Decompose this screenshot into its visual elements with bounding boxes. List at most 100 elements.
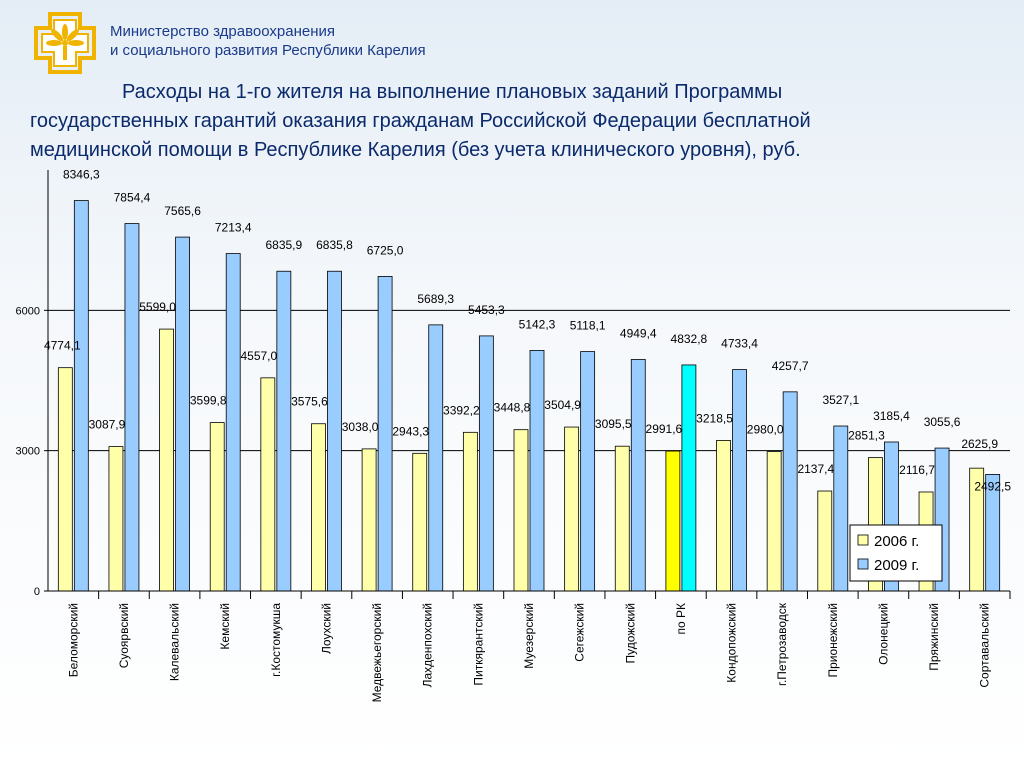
data-label-2009: 8346,3 — [63, 170, 100, 182]
data-label-2009: 4949,4 — [620, 326, 657, 340]
data-label-2009: 6835,8 — [316, 238, 353, 252]
bar-2009 — [782, 391, 798, 592]
title-line-3: медицинской помощи в Республике Карелия … — [30, 139, 801, 161]
category-label: г.Костомукша — [269, 603, 283, 677]
bar-2006 — [361, 448, 377, 592]
data-label-2009: 2492,5 — [974, 479, 1011, 493]
data-label-2006: 2625,9 — [961, 437, 998, 451]
category-label: по РК — [674, 603, 688, 635]
data-label-2009: 6835,9 — [265, 238, 302, 252]
ministry-name: Министерство здравоохранения и социально… — [110, 22, 426, 60]
y-tick-label: 3000 — [16, 446, 40, 458]
category-label: Олонецкий — [876, 603, 890, 665]
data-label-2006: 3575,6 — [291, 395, 328, 409]
category-label: Пряжинский — [927, 603, 941, 671]
category-label: Медвежьегорский — [370, 603, 384, 702]
data-label-2009: 5689,3 — [417, 292, 454, 306]
data-label-2009: 4733,4 — [721, 337, 758, 351]
category-label: Кемский — [218, 603, 232, 650]
category-label: Беломорский — [66, 603, 80, 677]
bar-chart: 4774,1 8346,3 3087,9 7854,4 5599,0 7565,6 3599… — [16, 170, 1011, 702]
bar-2009 — [833, 425, 849, 592]
category-label: Лоухский — [319, 603, 333, 654]
category-label: Прионежский — [826, 603, 840, 678]
bars — [57, 200, 1001, 592]
category-label: г.Петрозаводск — [775, 602, 789, 686]
bar-2009 — [73, 200, 89, 592]
bar-2009 — [478, 335, 494, 592]
bar-2006 — [766, 451, 782, 592]
data-label-2006: 3095,5 — [595, 417, 632, 431]
data-label-2006: 2980,0 — [747, 423, 784, 437]
header: Министерство здравоохранения и социально… — [0, 0, 1024, 80]
data-label-2006: 4557,0 — [240, 349, 277, 363]
data-label-2009: 7854,4 — [114, 191, 151, 205]
data-label-2009: 3055,6 — [924, 415, 961, 429]
data-label-2009: 6725,0 — [367, 243, 404, 257]
data-label-2006: 3218,5 — [696, 411, 733, 425]
data-label-2006: 3599,8 — [190, 394, 227, 408]
data-label-2006: 2116,7 — [899, 463, 935, 477]
bar-2006 — [513, 429, 529, 592]
bar-2009 — [630, 359, 646, 592]
data-label-2009: 5118,1 — [570, 319, 606, 333]
legend-swatch-2006 — [857, 534, 869, 546]
y-tick-label: 6000 — [16, 305, 40, 317]
data-label-2009: 3527,1 — [822, 393, 859, 407]
category-label: Сортавальский — [978, 603, 992, 688]
data-label-2006: 2851,3 — [848, 429, 885, 443]
bar-2006 — [108, 446, 124, 592]
bar-2006 — [614, 445, 630, 592]
bar-2009 — [732, 369, 747, 592]
bar-2006 — [665, 450, 681, 592]
bar-2009 — [225, 253, 241, 592]
bar-2009 — [276, 270, 292, 592]
category-label: Кондопожский — [725, 603, 739, 683]
bar-2009 — [124, 223, 140, 592]
bar-2006 — [716, 440, 731, 592]
data-label-2009: 3185,4 — [873, 409, 910, 423]
category-label: Суоярвский — [117, 603, 131, 668]
bar-2009 — [428, 324, 444, 592]
bar-2006 — [564, 426, 580, 592]
data-label-2009: 7565,6 — [164, 204, 201, 218]
bar-2006 — [817, 490, 833, 592]
category-label: Пудожский — [623, 603, 637, 663]
legend-label-2009: 2009 г. — [874, 557, 919, 574]
bar-2006 — [311, 423, 326, 592]
category-label: Питкярантский — [471, 603, 485, 686]
category-label: Калевальский — [168, 603, 182, 681]
data-label-2009: 4832,8 — [671, 332, 708, 346]
bar-2009 — [580, 351, 596, 592]
bar-2006 — [159, 328, 174, 592]
legend: 2006 г. 2009 г. — [849, 524, 943, 582]
bar-2009 — [681, 364, 697, 592]
data-label-2009: 7213,4 — [215, 221, 252, 235]
category-label: Сегежский — [573, 603, 587, 662]
title-line-1: Расходы на 1-го жителя на выполнение пла… — [122, 81, 783, 103]
data-label-2006: 2137,4 — [797, 462, 834, 476]
data-label-2006: 3038,0 — [342, 420, 379, 434]
bar-2006 — [209, 422, 225, 592]
data-label-2006: 5599,0 — [139, 300, 176, 314]
data-label-2009: 5142,3 — [519, 317, 556, 331]
bar-2006 — [462, 431, 478, 592]
y-tick-label: 0 — [34, 586, 40, 598]
bar-2006 — [412, 452, 428, 592]
bar-2009 — [529, 350, 545, 592]
data-label-2006: 4774,1 — [44, 339, 81, 353]
grid-lines — [48, 309, 1010, 452]
legend-label-2006: 2006 г. — [874, 533, 919, 550]
bar-2006 — [57, 367, 73, 592]
legend-box — [849, 524, 943, 582]
ministry-line-2: и социального развития Республики Карели… — [110, 42, 426, 59]
data-labels: 4774,1 8346,3 3087,9 7854,4 5599,0 7565,6 3599… — [44, 170, 1011, 493]
category-label: Муезерский — [522, 603, 536, 669]
data-label-2006: 2943,3 — [392, 424, 429, 438]
bar-2009 — [175, 236, 190, 592]
ministry-logo — [34, 12, 96, 74]
bar-2009 — [327, 270, 342, 592]
data-label-2006: 3504,9 — [544, 398, 581, 412]
data-label-2006: 2991,6 — [646, 422, 683, 436]
title-line-2: государственных гарантий оказания гражда… — [30, 110, 811, 132]
